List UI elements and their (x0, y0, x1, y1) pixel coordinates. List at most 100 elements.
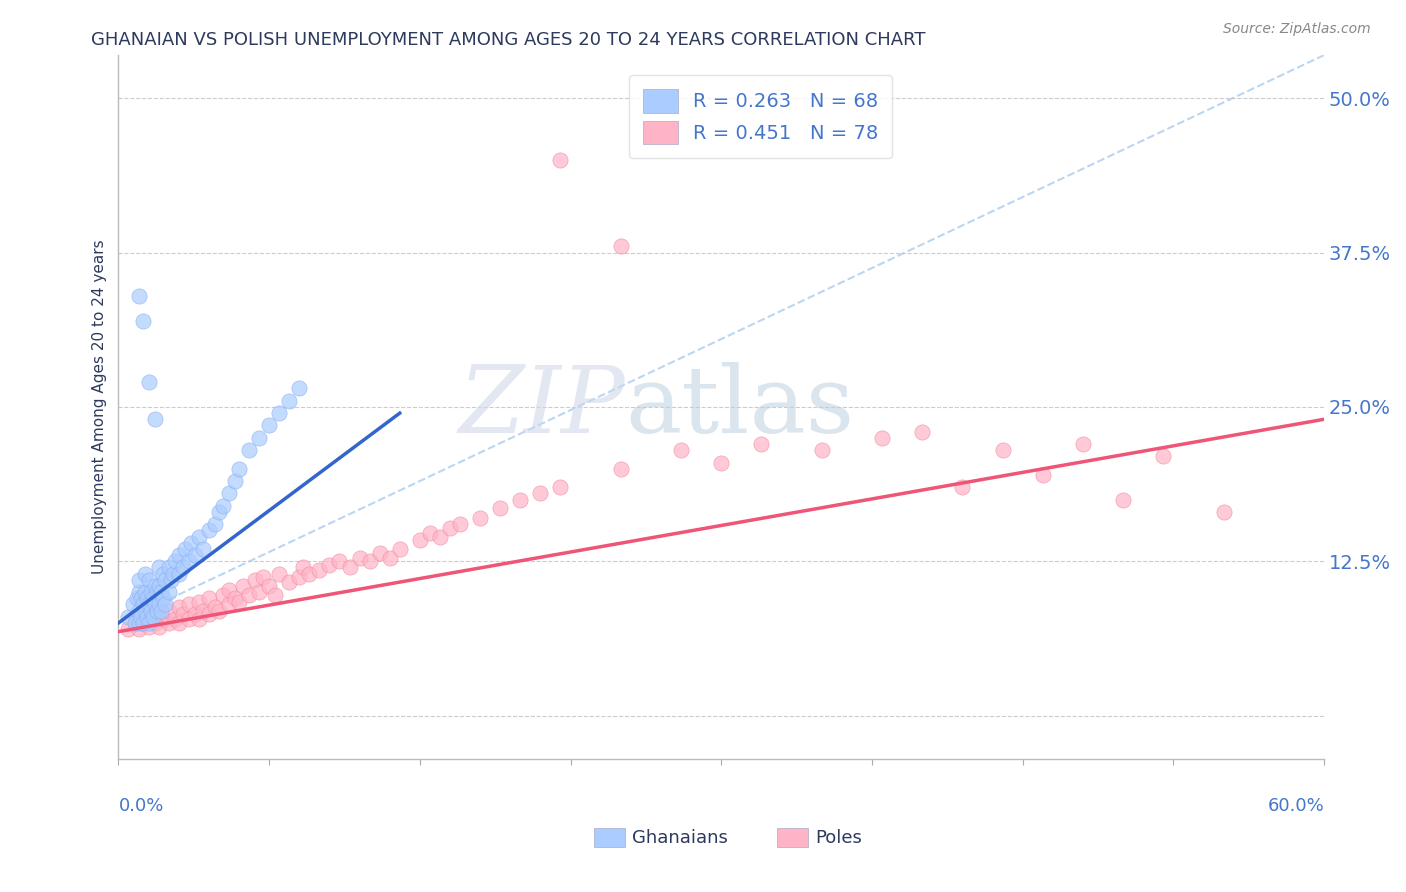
Point (143, 412, 166, 426)
Point (810, 443, 832, 458)
Point (121, 598, 143, 612)
Point (134, 566, 156, 581)
Point (204, 599, 226, 614)
Point (529, 486, 551, 500)
Point (439, 521, 461, 535)
Point (252, 570, 274, 584)
Point (157, 560, 180, 574)
Point (1212, 505, 1234, 519)
Point (172, 607, 194, 622)
Point (298, 566, 321, 581)
Point (328, 554, 350, 568)
Point (247, 431, 270, 445)
Point (550, 480, 572, 494)
Point (198, 607, 221, 622)
Point (131, 615, 153, 630)
Point (143, 598, 166, 612)
Point (149, 604, 172, 618)
Point (167, 615, 190, 630)
Point (388, 541, 411, 556)
Point (204, 517, 226, 532)
Point (177, 554, 200, 568)
Point (157, 615, 180, 630)
Point (135, 610, 157, 624)
Text: 0.0%: 0.0% (118, 797, 165, 815)
Point (264, 588, 287, 602)
Point (378, 550, 401, 565)
Point (134, 585, 156, 599)
Point (224, 591, 246, 606)
Point (257, 418, 280, 433)
Point (157, 604, 180, 618)
Text: atlas: atlas (624, 362, 853, 452)
Point (288, 381, 311, 395)
Point (153, 598, 176, 612)
Point (157, 585, 180, 599)
Text: ZIP: ZIP (458, 362, 624, 452)
Point (950, 480, 973, 494)
Point (148, 607, 170, 622)
Point (131, 313, 153, 327)
Point (152, 612, 174, 626)
Point (368, 546, 391, 560)
Point (131, 615, 153, 630)
Point (191, 604, 214, 618)
Point (117, 622, 139, 636)
Point (489, 501, 512, 516)
Point (610, 461, 633, 475)
Point (148, 598, 170, 612)
Point (138, 620, 160, 634)
Point (238, 588, 260, 602)
Point (911, 425, 934, 439)
Point (172, 560, 194, 574)
Point (145, 604, 167, 618)
Point (218, 598, 240, 612)
Point (139, 604, 162, 618)
Point (128, 604, 150, 618)
Point (129, 610, 152, 624)
Text: Poles: Poles (815, 829, 862, 847)
Point (228, 595, 250, 609)
Point (138, 376, 160, 390)
Point (152, 566, 174, 581)
Point (429, 530, 451, 544)
Point (751, 437, 773, 451)
Point (359, 554, 381, 568)
Point (187, 595, 209, 609)
Point (218, 486, 240, 500)
Text: 60.0%: 60.0% (1267, 797, 1324, 815)
Point (145, 585, 167, 599)
Point (339, 560, 361, 574)
Point (142, 591, 165, 606)
Point (550, 153, 572, 167)
Point (129, 591, 152, 606)
Point (269, 406, 291, 420)
Point (187, 612, 209, 626)
Point (187, 530, 209, 544)
Point (162, 566, 184, 581)
Point (238, 443, 260, 458)
Point (292, 560, 315, 574)
Point (1071, 437, 1094, 451)
Point (138, 598, 160, 612)
Point (409, 533, 432, 548)
Point (163, 554, 186, 568)
Point (1032, 467, 1054, 482)
Point (128, 585, 150, 599)
Point (125, 591, 148, 606)
Point (243, 573, 266, 587)
Point (1112, 492, 1135, 507)
Point (468, 511, 491, 525)
Point (710, 456, 733, 470)
Point (349, 550, 371, 565)
Point (1152, 450, 1174, 464)
Point (128, 289, 150, 303)
Point (148, 620, 170, 634)
Point (159, 573, 181, 587)
Text: Source: ZipAtlas.com: Source: ZipAtlas.com (1223, 22, 1371, 37)
Point (184, 607, 207, 622)
Point (212, 499, 235, 513)
Point (138, 615, 160, 630)
Point (509, 492, 531, 507)
Point (135, 591, 157, 606)
